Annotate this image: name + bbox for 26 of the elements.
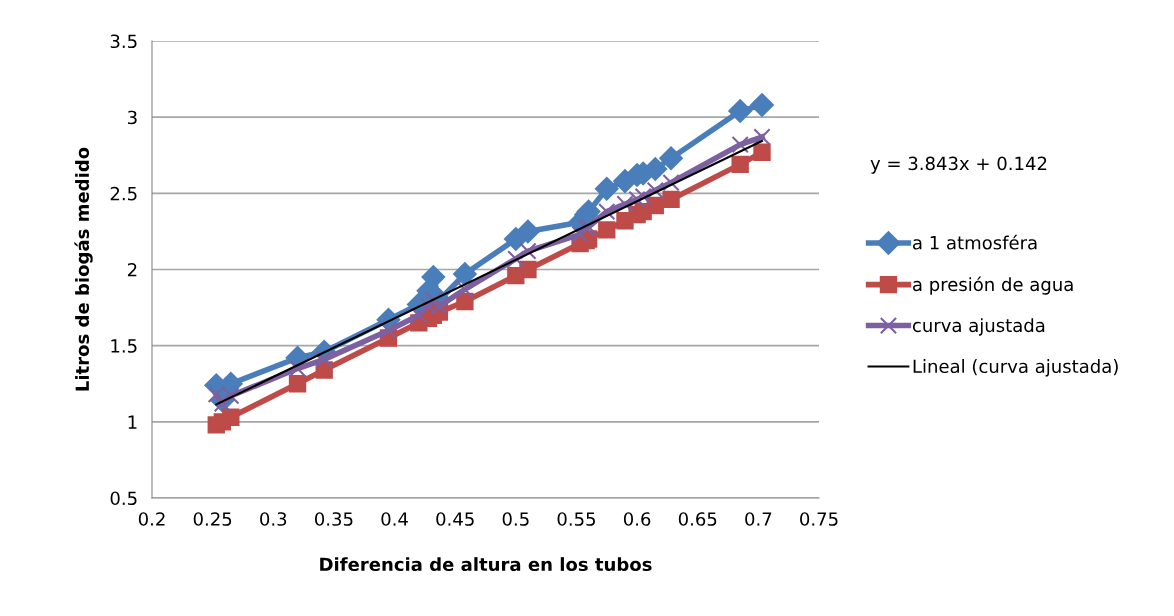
y-tick-label: 2.5 [110, 186, 137, 201]
text: y = 3.843x + 0.142 [870, 156, 1047, 174]
x-tick-label: 0.75 [800, 512, 838, 526]
x-tick-label: 0.45 [436, 512, 474, 526]
x-tick-label: 0.7 [745, 512, 772, 526]
x-tick-label: 0.65 [678, 512, 717, 526]
legend-label: curva ajustada [912, 318, 1045, 336]
legend-label: a 1 atmosféra [913, 234, 1037, 250]
legend-label: Lineal (curva ajustada) [913, 359, 1118, 377]
y-tick-label: 0.5 [110, 491, 137, 506]
y-axis-title: Litros de biogás medido [74, 147, 93, 391]
x-tick-label: 0.5 [502, 512, 529, 526]
x-tick-label: 0.25 [193, 512, 232, 526]
x-tick-label: 0.6 [623, 512, 651, 526]
y-tick-label: 3.5 [110, 34, 137, 49]
y-tick-label: 1 [128, 415, 137, 429]
x-tick-label: 0.3 [260, 512, 287, 526]
x-tick-label: 0.55 [557, 512, 595, 526]
x-tick-label: 0.4 [381, 512, 408, 526]
x-axis-title: Diferencia de altura en los tubos [320, 557, 652, 572]
x-tick-label: 0.35 [315, 512, 353, 526]
y-tick-label: 2 [127, 262, 137, 277]
y-tick-label: 3 [128, 110, 137, 125]
y-tick-label: 1.5 [111, 339, 137, 353]
legend-label: a presión de agua [913, 276, 1073, 295]
x-tick-label: 0.2 [138, 512, 165, 526]
